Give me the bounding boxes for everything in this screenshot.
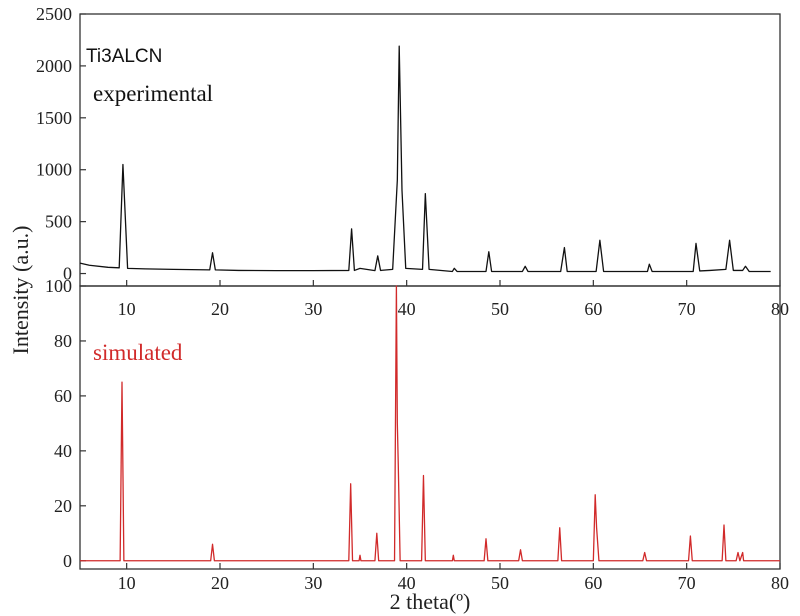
x-tick-label-bottom: 10	[118, 573, 136, 593]
x-tick-label-bottom: 80	[771, 573, 789, 593]
y-tick-label-bottom: 60	[54, 386, 72, 406]
y-tick-label-bottom: 0	[63, 551, 72, 571]
x-tick-label-bottom: 20	[211, 573, 229, 593]
series-line-experimental	[79, 45, 771, 273]
y-tick-label-bottom: 40	[54, 441, 72, 461]
x-tick-label-bottom: 30	[304, 573, 322, 593]
y-axis-title: Intensity (a.u.)	[8, 226, 33, 355]
x-tick-label-top: 40	[398, 299, 416, 319]
series-line-simulated	[80, 285, 780, 562]
y-tick-label-bottom: 20	[54, 496, 72, 516]
x-tick-label-bottom: 60	[584, 573, 602, 593]
sample-label: Ti3ALCN	[86, 46, 162, 67]
panel-frame-bottom	[79, 285, 781, 570]
x-axis-title: 2 theta(º)	[390, 589, 471, 614]
x-tick-label-top: 80	[771, 299, 789, 319]
y-tick-label-top: 2000	[36, 56, 72, 76]
y-tick-label-top: 1000	[36, 160, 72, 180]
y-tick-label-bottom: 80	[54, 331, 72, 351]
x-tick-label-top: 30	[304, 299, 322, 319]
series-label-simulated: simulated	[93, 340, 183, 365]
y-tick-label-bottom: 100	[45, 276, 72, 296]
x-tick-label-bottom: 70	[678, 573, 696, 593]
y-tick-label-top: 0	[63, 264, 72, 284]
x-tick-label-top: 70	[678, 299, 696, 319]
x-tick-label-top: 60	[584, 299, 602, 319]
x-tick-label-top: 20	[211, 299, 229, 319]
x-tick-label-top: 50	[491, 299, 509, 319]
x-tick-label-bottom: 40	[398, 573, 416, 593]
y-tick-label-top: 500	[45, 212, 72, 232]
x-tick-label-bottom: 50	[491, 573, 509, 593]
y-tick-label-top: 1500	[36, 108, 72, 128]
x-tick-label-top: 10	[118, 299, 136, 319]
y-tick-label-top: 2500	[36, 4, 72, 24]
series-label-experimental: experimental	[93, 81, 213, 106]
